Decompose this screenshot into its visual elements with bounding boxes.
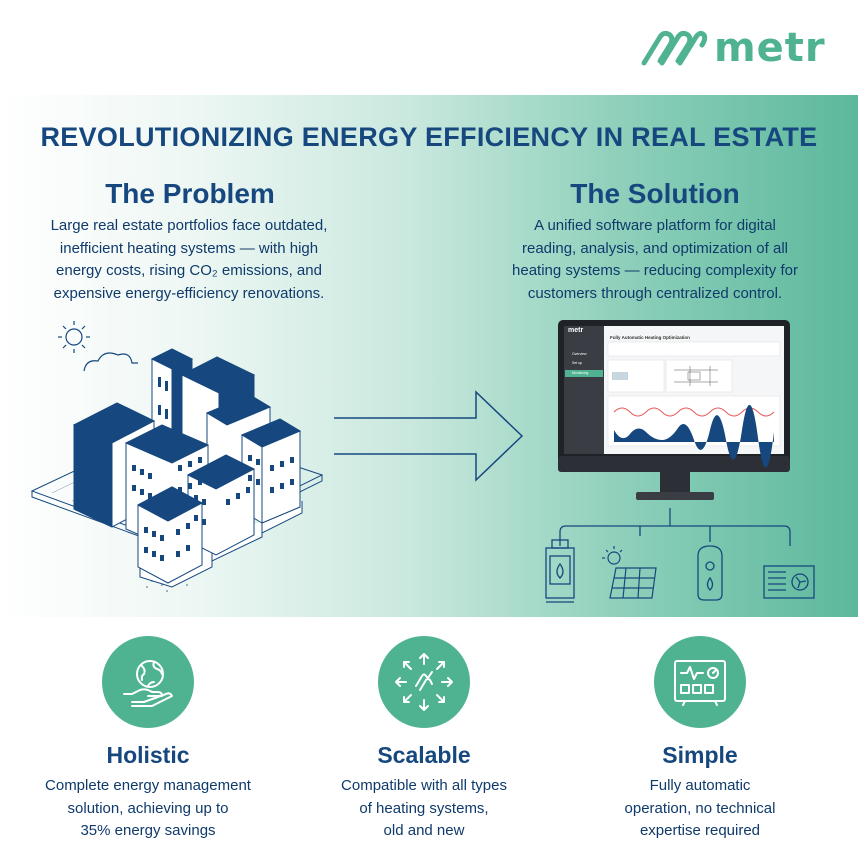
feature-line: Complete energy management [45, 777, 251, 794]
city-buildings-illustration [30, 321, 324, 592]
solution-line: customers through centralized control. [527, 284, 783, 302]
monitor-brand: metr [568, 327, 584, 334]
solution-line: A unified software platform for digital [534, 217, 776, 234]
problem-line: expensive energy-efficiency renovations. [53, 284, 325, 302]
boiler-icon [545, 539, 575, 603]
feature-scalable: Scalable Compatible with all types of he… [296, 636, 552, 843]
sun-icon [58, 321, 90, 353]
feature-line: old and new [383, 822, 465, 839]
feature-line: solution, achieving up to [67, 799, 229, 817]
solution-line: reading, analysis, and optimization of a… [522, 239, 788, 257]
feature-line: 35% energy savings [80, 822, 216, 839]
problem-line: Large real estate portfolios face outdat… [50, 217, 328, 234]
feature-title: Simple [662, 742, 738, 768]
feature-icon-circle [102, 636, 194, 728]
feature-description: Complete energy management solution, ach… [20, 775, 276, 843]
scale-arrows-icon [395, 653, 453, 711]
monitor-nav-item: Overview [572, 352, 587, 356]
monitor-nav-item: Monitoring [572, 371, 589, 375]
page-headline: REVOLUTIONIZING ENERGY EFFICIENCY IN REA… [40, 122, 818, 152]
monitor-nav-item: Set up [572, 361, 583, 365]
feature-line: Fully automatic [649, 777, 751, 794]
cloud-icon [83, 352, 138, 372]
solution-line: heating systems — reducing complexity fo… [512, 262, 798, 279]
feature-icon-circle [378, 636, 470, 728]
monitor-frame [558, 320, 790, 500]
feature-description: Compatible with all types of heating sys… [296, 775, 552, 843]
problem-line: inefficient heating systems — with high [59, 239, 319, 257]
heat-pump-icon [697, 545, 723, 601]
metr-logo-icon [641, 30, 708, 66]
feature-simple: Simple Fully automatic operation, no tec… [572, 636, 828, 843]
hvac-unit-icon [763, 565, 815, 599]
feature-holistic: Holistic Complete energy management solu… [20, 636, 276, 843]
brand-name: metr [714, 25, 826, 71]
globe-hand-icon [123, 660, 173, 707]
problem-text: Large real estate portfolios face outdat… [24, 215, 354, 305]
heating-devices-illustration [545, 508, 815, 603]
feature-description: Fully automatic operation, no technical … [572, 775, 828, 843]
dashboard-panel-icon [674, 660, 726, 706]
monitor-title: Fully Automatic Heating Optimization [610, 335, 690, 340]
problem-line: energy costs, rising CO₂ emissions, and [56, 262, 322, 279]
solution-text: A unified software platform for digital … [490, 215, 820, 305]
solution-title: The Solution [570, 178, 740, 209]
feature-line: of heating systems, [359, 799, 489, 817]
feature-line: expertise required [639, 822, 761, 839]
monitor-illustration: metr Fully Automatic Heating Optimizatio… [550, 316, 790, 516]
arrow-right-icon [334, 390, 524, 482]
feature-line: operation, no technical [624, 799, 776, 817]
solar-panel-icon [602, 546, 657, 599]
feature-line: Compatible with all types [341, 777, 507, 794]
feature-title: Holistic [106, 742, 190, 768]
brand-logo: metr [640, 22, 836, 74]
feature-title: Scalable [377, 742, 471, 768]
problem-title: The Problem [105, 178, 275, 209]
feature-icon-circle [654, 636, 746, 728]
